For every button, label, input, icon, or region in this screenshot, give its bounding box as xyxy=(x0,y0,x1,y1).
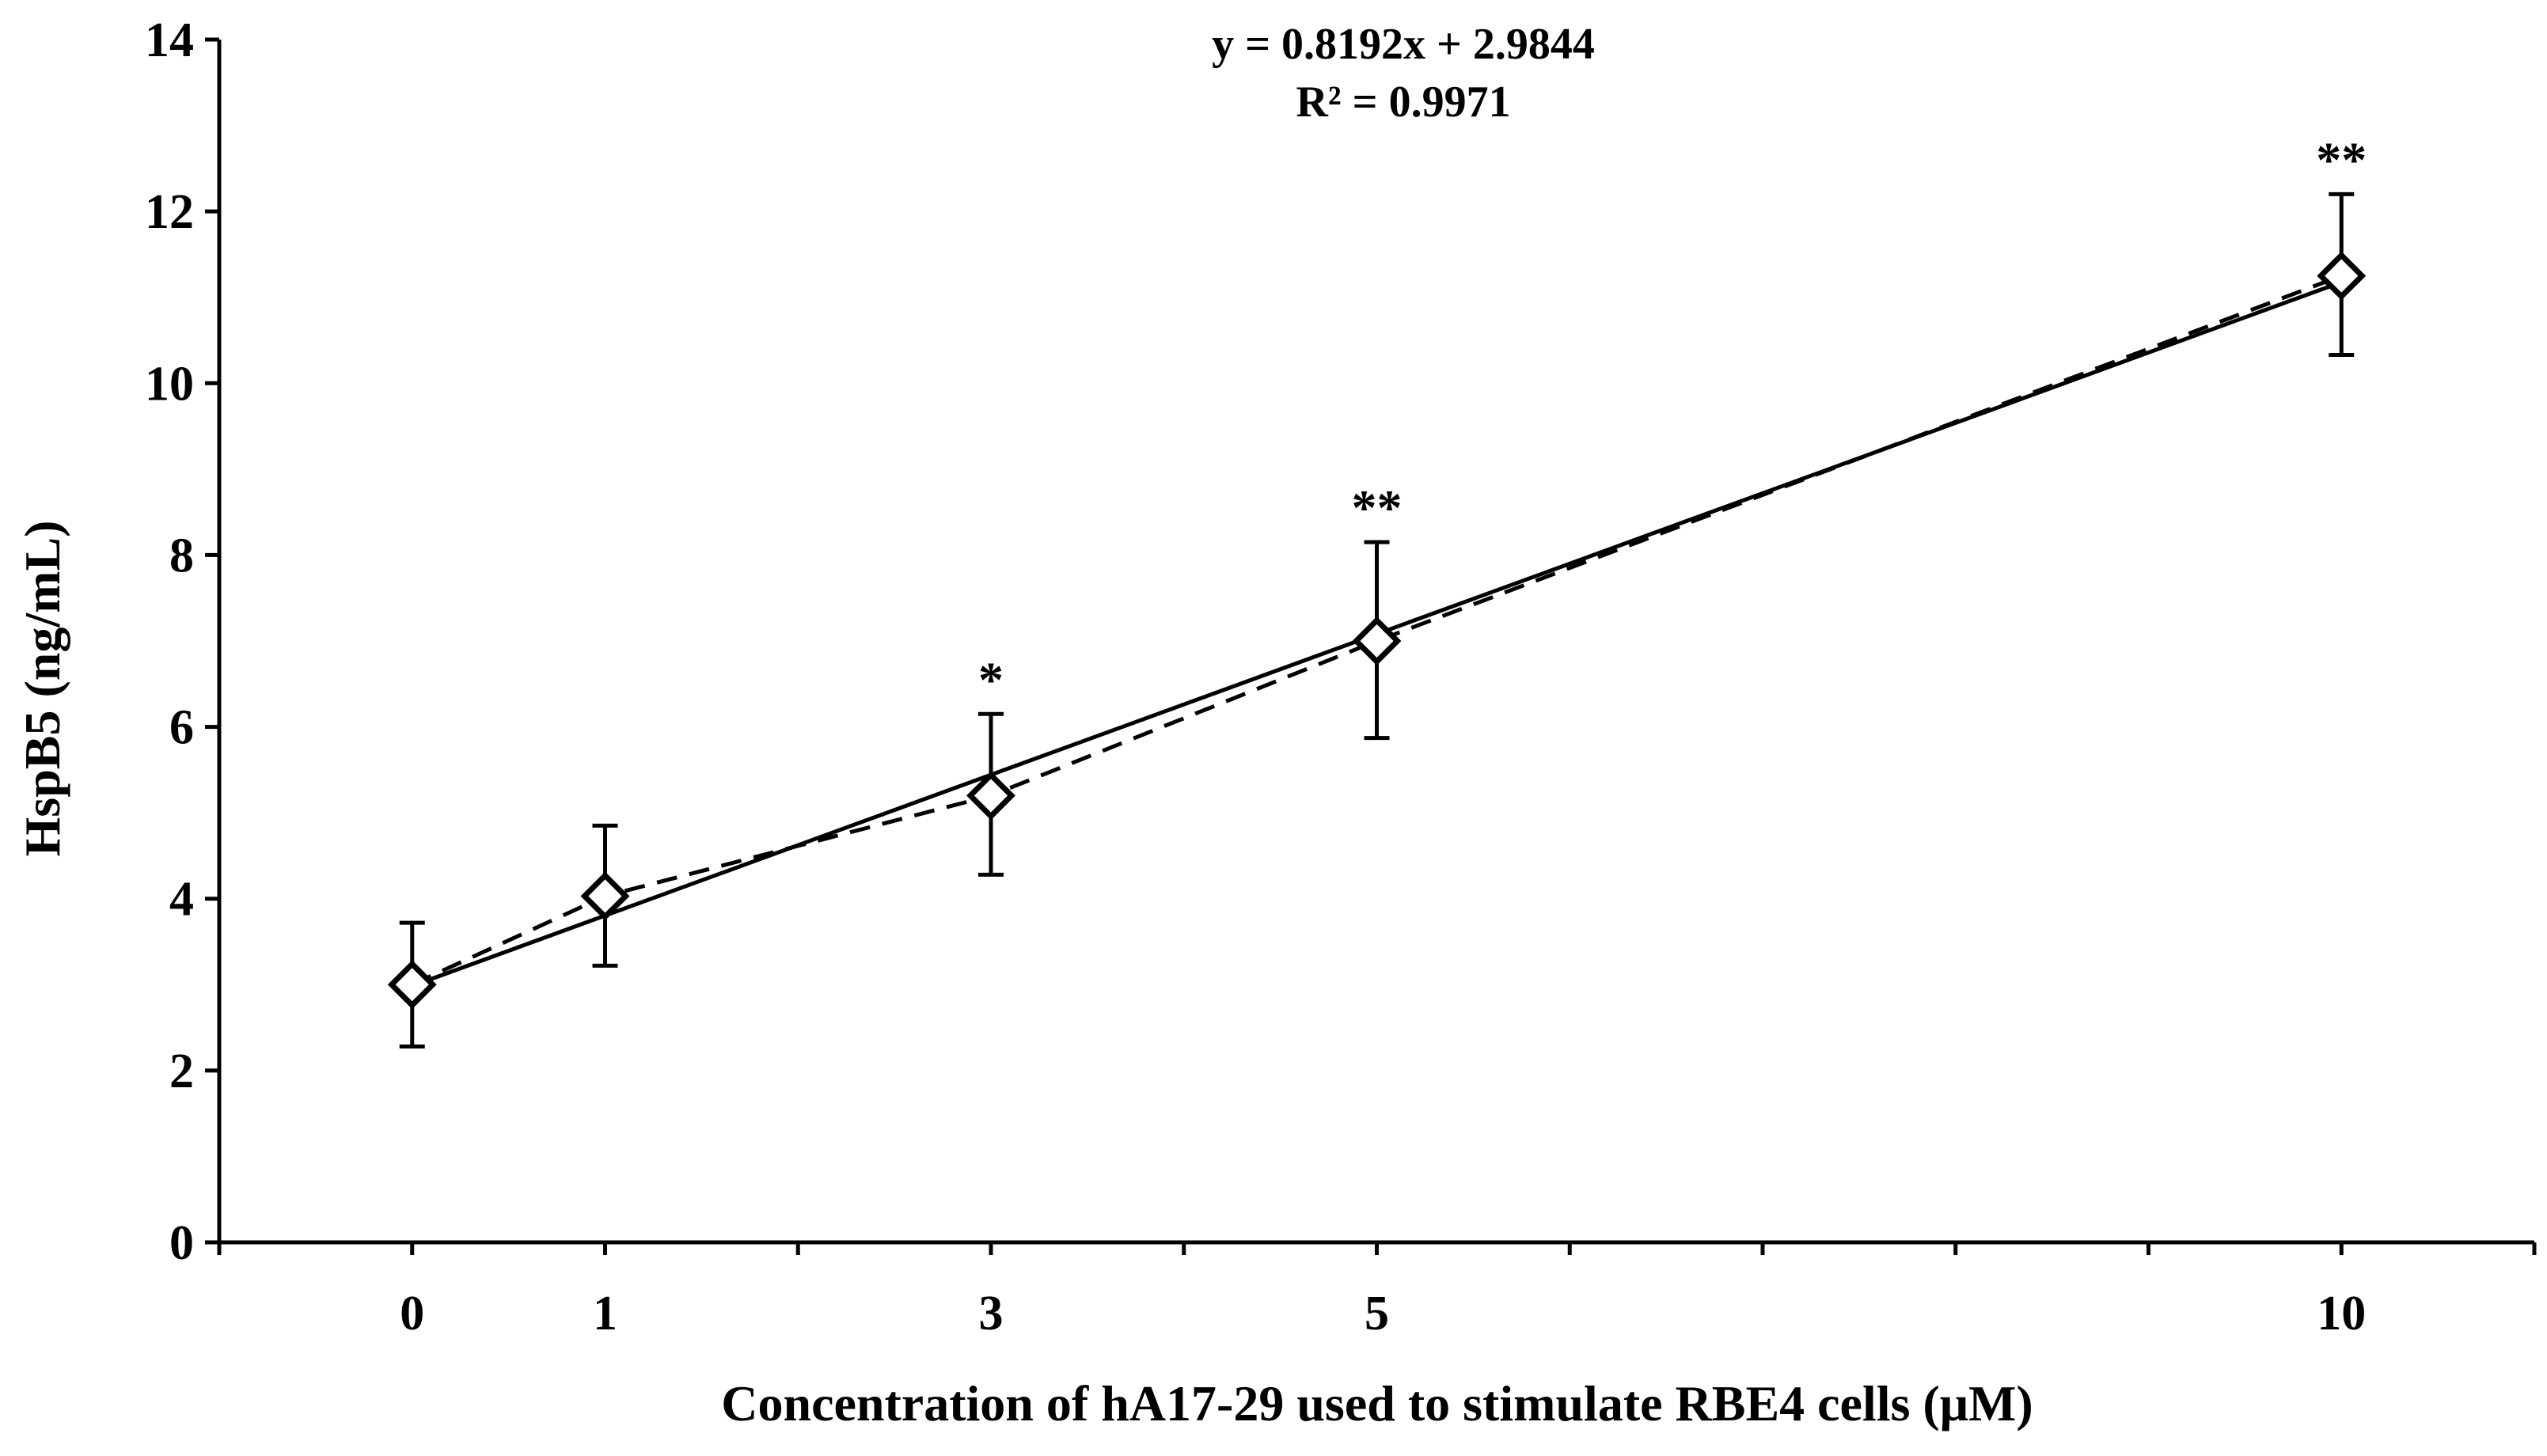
data-point-marker xyxy=(2317,251,2367,301)
error-bars xyxy=(399,191,2355,1048)
y-axis-title: HspB5 (ng/mL) xyxy=(14,521,70,857)
tick-labels: 0 2 4 6 8 10 12 14 0 1 3 5 10 xyxy=(145,13,2366,1340)
trend-equation: y = 0.8192x + 2.9844 xyxy=(1212,20,1595,69)
y-tick-label: 14 xyxy=(145,13,194,67)
y-tick-label: 8 xyxy=(169,529,194,582)
x-axis-title: Concentration of hA17-29 used to stimula… xyxy=(721,1375,2033,1431)
data-point-marker xyxy=(387,960,437,1010)
data-point-marker xyxy=(580,871,630,921)
r-squared: R² = 0.9971 xyxy=(1296,78,1510,127)
y-tick-label: 4 xyxy=(169,873,194,927)
x-tick-label: 5 xyxy=(1365,1287,1389,1340)
axes xyxy=(205,37,2537,1255)
data-point-marker xyxy=(966,771,1015,821)
x-tick-label: 3 xyxy=(979,1287,1004,1340)
significance-label: * xyxy=(978,651,1004,707)
markers xyxy=(387,251,2367,1010)
y-tick-label: 12 xyxy=(145,185,194,239)
y-tick-label: 10 xyxy=(145,357,194,411)
significance-label: ** xyxy=(2316,131,2367,188)
data-point-marker xyxy=(1352,616,1402,665)
x-tick-label: 0 xyxy=(400,1287,424,1340)
y-tick-label: 0 xyxy=(169,1216,194,1270)
x-tick-label: 10 xyxy=(2317,1287,2366,1340)
x-tick-label: 1 xyxy=(593,1287,617,1340)
y-tick-label: 2 xyxy=(169,1045,194,1098)
significance-labels: ***** xyxy=(978,131,2367,707)
significance-label: ** xyxy=(1352,480,1403,536)
y-tick-label: 6 xyxy=(169,701,194,755)
